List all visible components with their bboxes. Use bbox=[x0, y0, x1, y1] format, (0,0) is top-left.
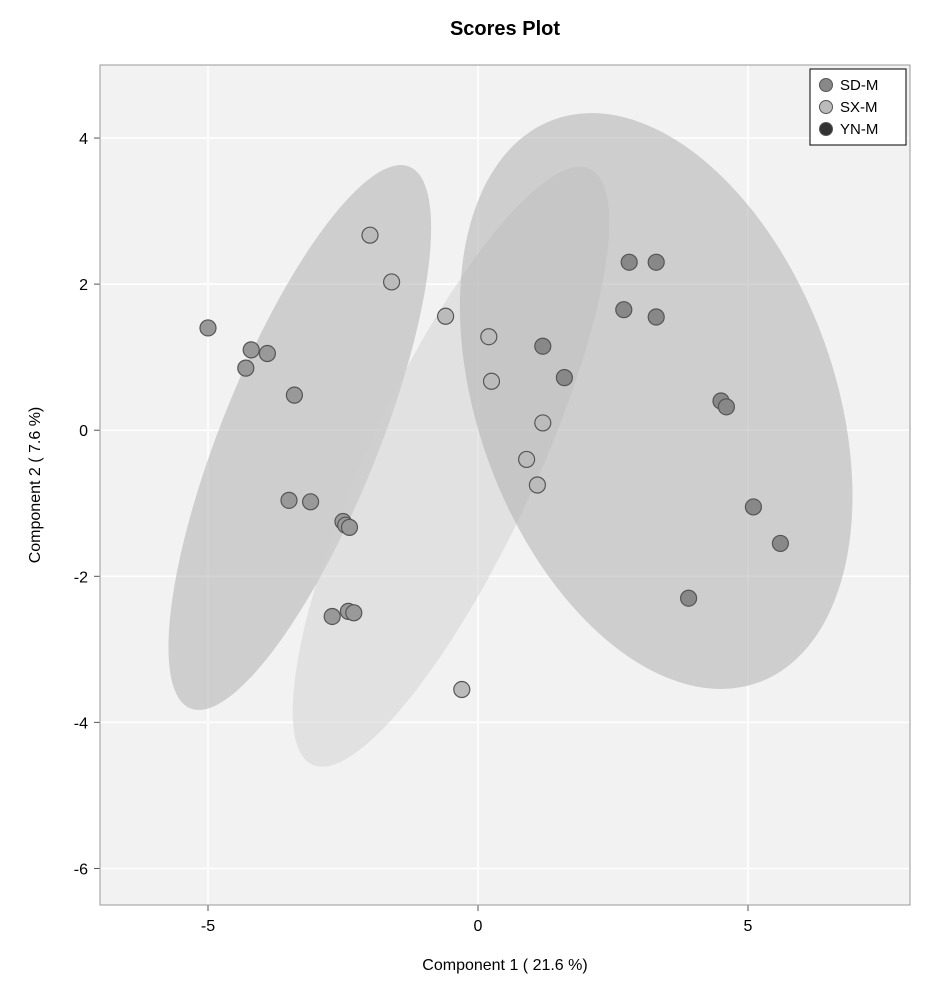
legend-label: YN-M bbox=[840, 121, 878, 138]
point-SX-M bbox=[362, 227, 378, 243]
y-tick-label: 4 bbox=[79, 131, 88, 148]
point-SD-M bbox=[718, 399, 734, 415]
point-YN-M bbox=[341, 519, 357, 535]
x-tick-labels: -5 0 5 bbox=[201, 918, 753, 935]
point-SD-M bbox=[772, 535, 788, 551]
y-tick-label: -2 bbox=[74, 569, 88, 586]
point-YN-M bbox=[238, 360, 254, 376]
point-YN-M bbox=[281, 492, 297, 508]
point-YN-M bbox=[259, 346, 275, 362]
point-YN-M bbox=[286, 387, 302, 403]
point-YN-M bbox=[324, 608, 340, 624]
x-tick-label: -5 bbox=[201, 918, 215, 935]
point-SX-M bbox=[384, 274, 400, 290]
point-SX-M bbox=[438, 308, 454, 324]
y-tick-label: 2 bbox=[79, 277, 88, 294]
x-tick-label: 0 bbox=[474, 918, 483, 935]
y-tick-labels: -6 -4 -2 0 2 4 bbox=[74, 131, 88, 878]
point-SD-M bbox=[621, 254, 637, 270]
legend-label: SD-M bbox=[840, 77, 878, 94]
y-tick-label: -6 bbox=[74, 861, 88, 878]
legend-marker-icon bbox=[820, 101, 833, 114]
point-YN-M bbox=[346, 605, 362, 621]
legend-marker-icon bbox=[820, 123, 833, 136]
point-SX-M bbox=[529, 477, 545, 493]
point-SD-M bbox=[648, 309, 664, 325]
y-tick-label: 0 bbox=[79, 423, 88, 440]
legend-label: SX-M bbox=[840, 99, 878, 116]
x-tick-label: 5 bbox=[744, 918, 753, 935]
legend-marker-icon bbox=[820, 79, 833, 92]
point-SD-M bbox=[616, 302, 632, 318]
point-SD-M bbox=[648, 254, 664, 270]
legend: SD-M SX-M YN-M bbox=[810, 69, 906, 145]
point-SD-M bbox=[745, 499, 761, 515]
point-SD-M bbox=[556, 370, 572, 386]
point-SX-M bbox=[484, 373, 500, 389]
point-YN-M bbox=[200, 320, 216, 336]
point-SX-M bbox=[454, 682, 470, 698]
chart-title: Scores Plot bbox=[450, 18, 560, 40]
point-SX-M bbox=[481, 329, 497, 345]
point-YN-M bbox=[243, 342, 259, 358]
point-SD-M bbox=[535, 338, 551, 354]
y-tick-label: -4 bbox=[74, 715, 88, 732]
y-axis-label: Component 2 ( 7.6 %) bbox=[27, 407, 44, 564]
chart-container: Scores Plot -5 0 5 -6 -4 -2 0 2 4 Component 1 (… bbox=[0, 0, 950, 1000]
point-SX-M bbox=[519, 451, 535, 467]
scores-plot-svg: Scores Plot -5 0 5 -6 -4 -2 0 2 4 Component 1 (… bbox=[0, 0, 950, 1000]
point-SX-M bbox=[535, 415, 551, 431]
point-SD-M bbox=[681, 590, 697, 606]
x-axis-label: Component 1 ( 21.6 %) bbox=[422, 957, 587, 974]
point-YN-M bbox=[303, 494, 319, 510]
